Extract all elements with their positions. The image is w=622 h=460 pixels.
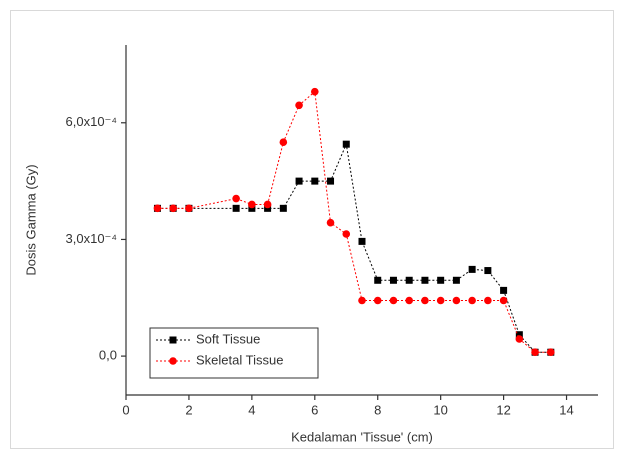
legend-box [149, 327, 319, 379]
data-point [405, 296, 414, 305]
data-point [248, 204, 256, 212]
data-point [452, 296, 461, 305]
legend-marker [169, 336, 177, 344]
x-tick-label: 6 [311, 402, 318, 417]
data-point [342, 230, 351, 238]
data-point [264, 204, 272, 212]
legend-label: Soft Tissue [196, 331, 260, 346]
data-point [326, 218, 335, 227]
legend-label: Skeletal Tissue [196, 352, 283, 367]
data-point [153, 204, 162, 213]
data-point [327, 177, 335, 185]
data-point [389, 276, 397, 284]
data-point [185, 204, 193, 213]
data-point [279, 204, 287, 212]
legend-marker [169, 357, 177, 365]
data-point [437, 276, 445, 284]
y-tick-label: 6,0x10⁻⁴ [66, 114, 117, 129]
series-line [157, 142, 551, 353]
x-tick-label: 14 [559, 402, 573, 417]
data-point [452, 276, 460, 284]
data-point [499, 296, 508, 305]
data-point [421, 276, 429, 284]
data-point [515, 335, 524, 343]
data-point [311, 177, 319, 185]
y-tick-label: 0,0 [99, 348, 117, 363]
data-point [263, 200, 272, 209]
data-point [358, 237, 366, 245]
y-axis-label: Dosis Gamma (Gy) [23, 164, 38, 275]
data-point [169, 204, 177, 213]
data-point [373, 296, 382, 305]
data-point [500, 286, 508, 294]
x-tick-label: 0 [122, 402, 129, 417]
data-point [468, 296, 476, 305]
data-point [295, 177, 303, 185]
data-point [358, 296, 366, 305]
data-point [311, 87, 319, 96]
y-tick-label: 3,0x10⁻⁴ [66, 231, 117, 246]
x-axis-label: Kedalaman 'Tissue' (cm) [291, 429, 433, 444]
x-tick-label: 2 [185, 402, 192, 417]
x-tick-label: 12 [496, 402, 510, 417]
data-point [232, 194, 240, 203]
legend: Soft Tissue Skeletal Tissue [149, 327, 319, 379]
x-tick-label: 10 [433, 402, 447, 417]
data-point [295, 101, 303, 110]
data-point [468, 265, 476, 273]
x-tick-label: 8 [374, 402, 381, 417]
x-tick-label: 4 [248, 402, 255, 417]
data-point [531, 348, 539, 357]
data-point [515, 331, 523, 339]
data-point [484, 296, 492, 305]
data-point [389, 296, 398, 305]
data-point [436, 296, 445, 305]
data-point [374, 276, 382, 284]
data-point [484, 267, 492, 275]
chart-frame [10, 10, 614, 449]
data-point [248, 200, 256, 209]
data-point [421, 296, 429, 305]
data-point [547, 348, 555, 357]
data-point [342, 140, 350, 148]
data-point [279, 138, 288, 147]
data-point [232, 204, 240, 212]
data-point [405, 276, 413, 284]
